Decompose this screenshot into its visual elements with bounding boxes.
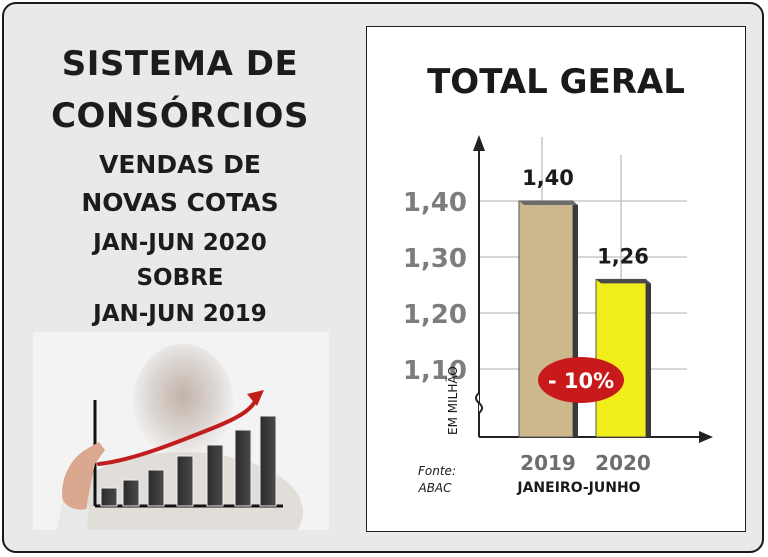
headline-line-2: CONSÓRCIOS — [51, 96, 309, 136]
change-badge-label: - 10% — [548, 369, 614, 393]
bar-2019-shadow — [573, 205, 578, 437]
headline-line-1: SISTEMA DE — [61, 44, 299, 84]
y-axis-arrow — [473, 135, 485, 151]
growth-illustration — [33, 332, 329, 530]
subtitle-line-1: VENDAS DE — [99, 150, 261, 179]
subtitle-line-2: NOVAS COTAS — [81, 188, 279, 217]
bar-2020-top — [596, 279, 651, 284]
x-axis-arrow — [699, 431, 713, 443]
change-badge — [538, 357, 624, 403]
bar-2019 — [518, 200, 574, 438]
bar-2019-top — [519, 201, 578, 205]
source-label: Fonte: — [418, 464, 456, 478]
bar-2020-shadow — [646, 283, 651, 437]
y-tick-label: 1,20 — [403, 300, 467, 330]
y-tick-label: 1,30 — [403, 244, 467, 274]
period-line-3: JAN-JUN 2019 — [93, 301, 267, 327]
bar-2020 — [595, 278, 647, 438]
x-tick-label: 2019 — [520, 451, 576, 475]
bar-value-label: 1,26 — [597, 244, 649, 268]
period-line-1: JAN-JUN 2020 — [93, 230, 267, 256]
bar-chart: TOTAL GERAL 1,10 1,20 1,30 1,40 1,40 2019 1,26 2… — [403, 62, 713, 496]
axis-break — [475, 392, 483, 414]
bar-value-label: 1,40 — [522, 166, 574, 190]
chart-panel: TOTAL GERAL 1,10 1,20 1,30 1,40 1,40 2019 1,26 2… — [366, 26, 746, 532]
y-axis-label: EM MILHÃO — [445, 366, 460, 435]
x-axis-label: JANEIRO-JUNHO — [516, 480, 640, 496]
period-line-2: SOBRE — [136, 265, 224, 291]
y-tick-label: 1,40 — [403, 188, 467, 218]
y-tick-label: 1,10 — [403, 356, 467, 386]
x-tick-label: 2020 — [595, 451, 651, 475]
source-name: ABAC — [417, 481, 452, 495]
chart-title: TOTAL GERAL — [427, 62, 685, 102]
